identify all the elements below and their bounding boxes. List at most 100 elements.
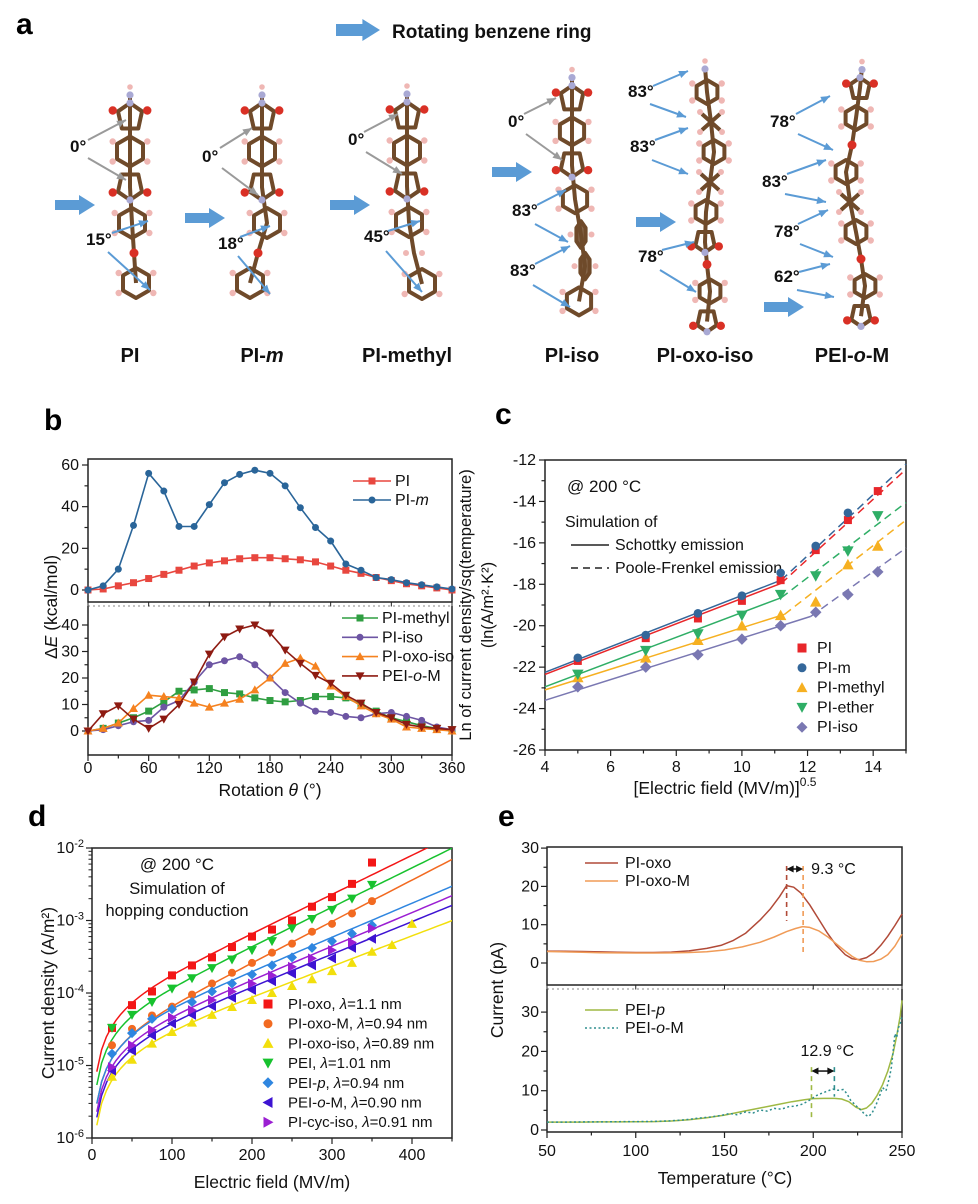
oxygen-atom: [385, 105, 394, 114]
marker-td: [287, 924, 297, 934]
marker-di: [327, 936, 337, 947]
hydrogen-atom: [858, 209, 864, 215]
angle-label: 0°: [202, 147, 218, 166]
marker-tu: [311, 661, 320, 670]
molecule-4: [687, 58, 732, 336]
marker-sq: [251, 694, 259, 702]
marker-tr: [168, 1012, 177, 1023]
annotation-arrowhead: [546, 98, 556, 106]
x-axis-title: Temperature (°C): [658, 1168, 792, 1188]
x-tick-label: 14: [864, 759, 882, 776]
marker-td: [810, 571, 822, 582]
marker-tu: [113, 718, 123, 727]
marker-tu: [227, 1002, 237, 1012]
annotation-arrowhead: [140, 281, 150, 290]
line-type-label: Poole-Frenkel emission: [615, 560, 782, 577]
marker-ci: [228, 968, 236, 977]
marker-td: [341, 691, 351, 700]
y-tick-label: -12: [513, 452, 536, 469]
line-type-label: Schottky emission: [615, 537, 744, 554]
y-tick-label: -16: [513, 535, 536, 552]
y-tick-label: 0: [70, 723, 79, 740]
imide-ring: [695, 309, 719, 334]
x-tick-label: 8: [672, 759, 681, 776]
angle-label: 15°: [86, 230, 112, 249]
marker-td: [295, 659, 305, 668]
nitrogen-atom: [403, 195, 411, 203]
marker-di: [227, 978, 237, 989]
benzene-ring: [115, 134, 145, 169]
marker-ci: [357, 566, 365, 574]
panel-letter-a: a: [16, 8, 33, 41]
hydrogen-atom: [697, 129, 703, 135]
marker-sq: [160, 698, 168, 706]
hydrogen-atom: [246, 209, 253, 217]
rotating-ring-arrow-icon: [764, 297, 804, 317]
annotation-arrowhead: [816, 196, 826, 205]
annotation-arrowhead: [552, 151, 562, 160]
nitrogen-atom: [403, 98, 411, 106]
marker-tu: [98, 723, 108, 732]
marker-ci: [342, 560, 350, 568]
molecule-0: [108, 84, 157, 300]
angle-label: 18°: [218, 234, 244, 253]
marker-ci: [160, 487, 168, 495]
hydrogen-atom: [689, 97, 696, 104]
marker-sq: [797, 643, 807, 653]
x-tick-label: 180: [257, 760, 284, 777]
marker-tr: [288, 961, 297, 972]
rotating-ring-arrow-icon: [55, 195, 95, 215]
marker-ci: [236, 653, 244, 661]
marker-di: [307, 942, 317, 953]
marker-tr: [228, 986, 237, 997]
marker-tu: [736, 619, 748, 631]
series-line: [546, 925, 903, 963]
marker-ci: [357, 714, 365, 722]
marker-ci: [266, 469, 274, 477]
marker-tr: [263, 1116, 274, 1128]
hydrogen-atom: [876, 274, 883, 281]
marker-tl: [287, 968, 296, 979]
fit-line-poole-frenkel: [780, 468, 907, 584]
delta-label: 12.9 °C: [800, 1043, 854, 1060]
angle-label: 83°: [628, 82, 654, 101]
y-tick-label: -14: [513, 493, 536, 510]
marker-td: [267, 937, 277, 947]
marker-sq: [114, 582, 122, 590]
legend-label: PI-oxo-M, λ=0.94 nm: [288, 1016, 428, 1033]
marker-ci: [342, 712, 350, 720]
angle-label: 83°: [630, 137, 656, 156]
marker-tl: [187, 1009, 196, 1020]
simulation-title-line2: hopping conduction: [105, 902, 248, 920]
hydrogen-atom: [692, 279, 699, 287]
hydrogen-atom: [403, 250, 409, 256]
series-line: [547, 1015, 903, 1123]
marker-td: [247, 946, 257, 956]
marker-ci: [236, 470, 244, 478]
delta-label: 9.3 °C: [811, 861, 856, 878]
hydrogen-atom: [696, 157, 703, 164]
marker-sq: [268, 925, 276, 934]
x-tick-label: 300: [378, 760, 405, 777]
marker-tu: [796, 682, 808, 693]
marker-tu: [280, 658, 290, 667]
hydrogen-atom: [559, 307, 566, 315]
panel-b-chart: 0 60 120 180 240 300 360 0 20 40 60 0 10 20 30 40 Rotati…: [41, 457, 465, 800]
hydrogen-atom: [718, 189, 724, 195]
nitrogen-atom: [126, 91, 134, 99]
marker-ci: [281, 689, 289, 697]
x-tick-label: 50: [538, 1143, 556, 1160]
marker-ci: [251, 661, 259, 669]
marker-ci: [99, 582, 107, 590]
marker-sq: [175, 687, 183, 695]
marker-tr: [188, 1005, 197, 1016]
y-tick-label: -22: [513, 659, 536, 676]
marker-td: [174, 701, 184, 709]
nitrogen-atom: [856, 74, 864, 82]
molecule-name: PEI-o-M: [815, 345, 889, 367]
hydrogen-atom: [259, 84, 265, 90]
marker-sq: [145, 575, 153, 583]
marker-td: [640, 645, 652, 657]
marker-tu: [355, 652, 365, 661]
